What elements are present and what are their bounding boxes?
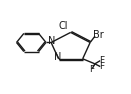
Text: N: N — [54, 52, 61, 62]
Text: Cl: Cl — [59, 21, 68, 31]
Text: F: F — [99, 56, 104, 65]
Text: N: N — [48, 36, 55, 46]
Text: F: F — [99, 62, 104, 71]
Text: F: F — [89, 65, 94, 74]
Text: Br: Br — [93, 30, 104, 40]
